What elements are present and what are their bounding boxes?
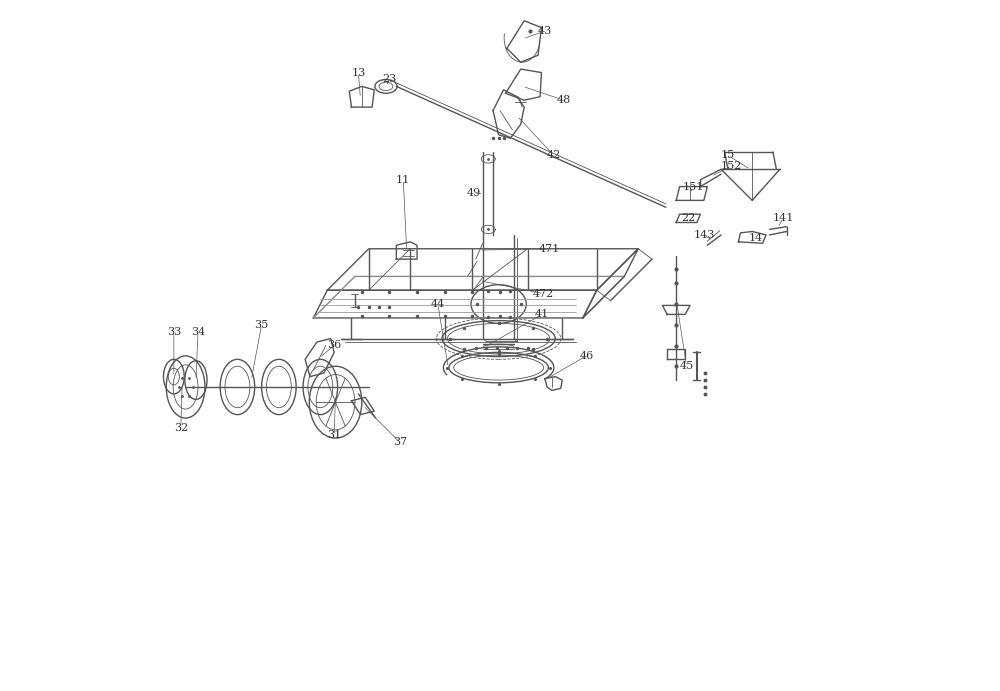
Text: 22: 22 [681,213,695,223]
Text: 36: 36 [327,341,341,350]
Text: 32: 32 [174,424,188,433]
Text: 15: 15 [721,151,735,160]
Text: 49: 49 [467,189,481,198]
Text: 13: 13 [351,68,365,77]
Text: 31: 31 [327,430,341,440]
Text: 45: 45 [679,361,694,371]
Text: 34: 34 [191,327,205,337]
Text: 11: 11 [396,175,410,184]
Text: 41: 41 [535,310,549,319]
Text: 44: 44 [431,299,445,309]
Text: 43: 43 [538,26,552,36]
Text: 152: 152 [721,161,742,171]
Text: 141: 141 [773,213,794,223]
Text: 471: 471 [539,244,560,254]
Text: 14: 14 [749,234,763,243]
Text: 37: 37 [393,437,407,447]
Text: 151: 151 [683,182,704,191]
Text: 42: 42 [547,151,561,160]
Text: 46: 46 [579,351,594,361]
Text: 472: 472 [533,289,554,299]
Text: 23: 23 [382,75,397,84]
Text: 143: 143 [693,230,715,240]
Text: 35: 35 [254,320,269,330]
Text: 48: 48 [556,95,571,105]
Text: 33: 33 [167,327,181,337]
